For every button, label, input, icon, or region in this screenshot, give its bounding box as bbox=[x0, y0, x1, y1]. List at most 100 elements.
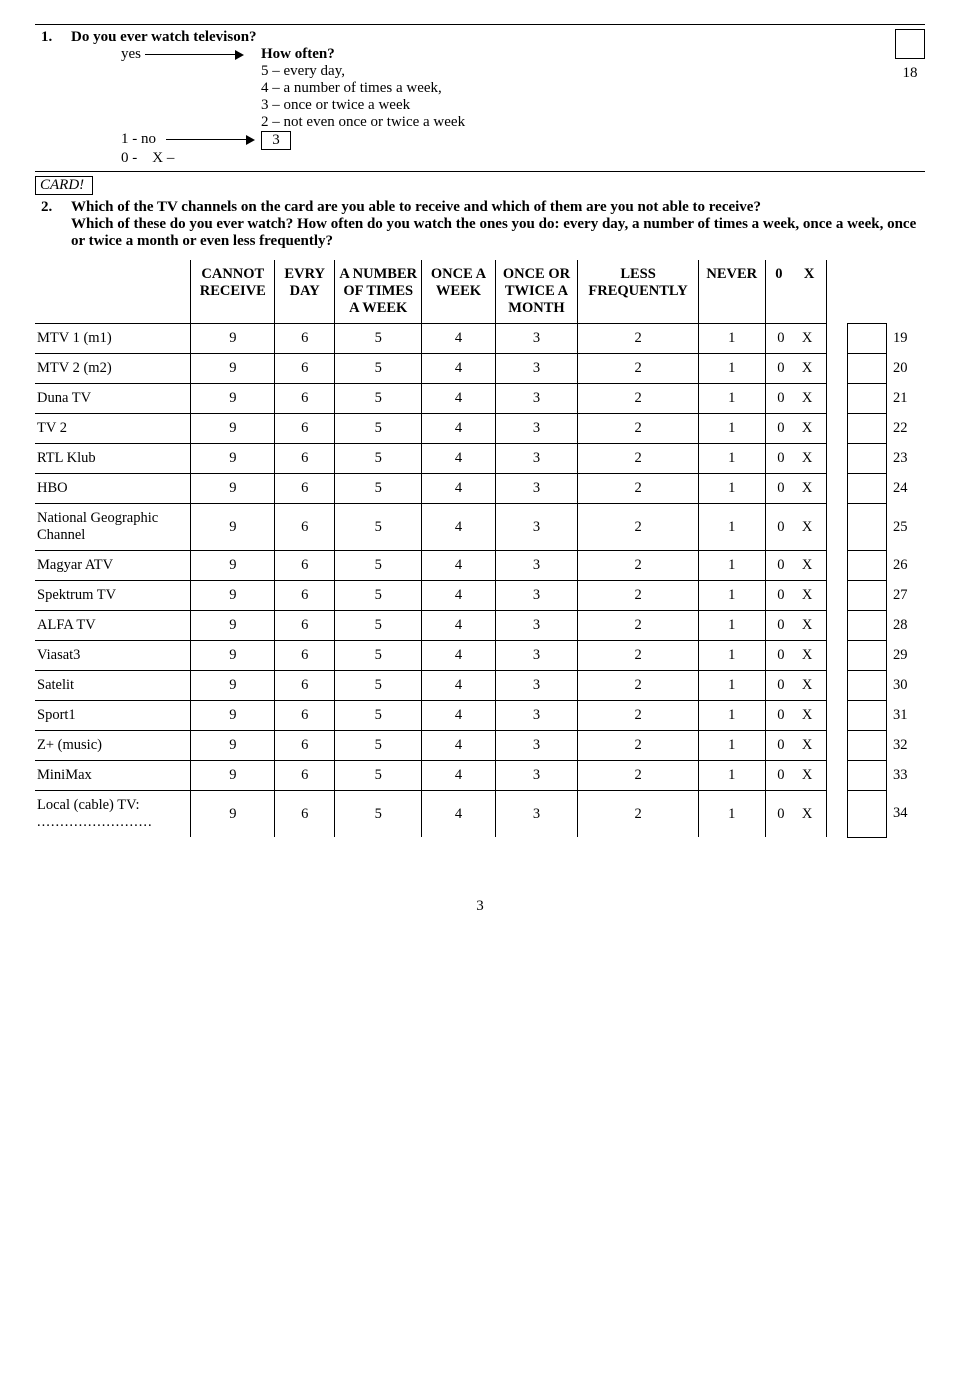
table-cell: 5 bbox=[335, 354, 422, 384]
table-cell: 2 bbox=[578, 384, 699, 414]
table-cell: 3 bbox=[495, 791, 577, 838]
table-cell: 6 bbox=[275, 671, 335, 701]
table-cell: 4 bbox=[422, 791, 496, 838]
table-cell-0: 0 bbox=[765, 671, 792, 701]
table-cell: 5 bbox=[335, 671, 422, 701]
row-number: 26 bbox=[886, 551, 925, 581]
table-row: Magyar ATV96543210X 26 bbox=[35, 551, 925, 581]
th-never: NEVER bbox=[698, 260, 765, 324]
channel-label: MiniMax bbox=[35, 761, 191, 791]
table-cell: 1 bbox=[698, 354, 765, 384]
row-number: 21 bbox=[886, 384, 925, 414]
table-cell: 3 bbox=[495, 701, 577, 731]
table-row: Duna TV96543210X 21 bbox=[35, 384, 925, 414]
table-cell: 3 bbox=[495, 641, 577, 671]
table-cell: 1 bbox=[698, 581, 765, 611]
row-number: 33 bbox=[886, 761, 925, 791]
table-cell: 9 bbox=[191, 444, 275, 474]
table-cell-0: 0 bbox=[765, 611, 792, 641]
table-cell-0: 0 bbox=[765, 414, 792, 444]
table-cell: 4 bbox=[422, 731, 496, 761]
table-cell: 6 bbox=[275, 444, 335, 474]
code-box bbox=[847, 354, 886, 384]
table-cell: 5 bbox=[335, 384, 422, 414]
q1-title: Do you ever watch televison? bbox=[71, 29, 257, 46]
table-cell: 9 bbox=[191, 641, 275, 671]
table-cell-0: 0 bbox=[765, 641, 792, 671]
table-cell: 3 bbox=[495, 581, 577, 611]
th-cannot: CANNOT RECEIVE bbox=[191, 260, 275, 324]
table-cell-x: X bbox=[792, 474, 826, 504]
table-cell: 6 bbox=[275, 761, 335, 791]
gap-cell bbox=[826, 504, 847, 551]
q1-opt2: 2 – not even once or twice a week bbox=[261, 114, 925, 131]
q1-opt4: 4 – a number of times a week, bbox=[261, 80, 925, 97]
table-cell: 5 bbox=[335, 761, 422, 791]
table-row: Satelit96543210X 30 bbox=[35, 671, 925, 701]
gap-cell bbox=[826, 791, 847, 838]
arrow-icon bbox=[145, 46, 244, 63]
table-cell: 3 bbox=[495, 731, 577, 761]
table-cell-x: X bbox=[792, 414, 826, 444]
table-cell: 4 bbox=[422, 414, 496, 444]
code-box bbox=[847, 474, 886, 504]
q1-yes: yes bbox=[71, 46, 261, 63]
table-cell: 1 bbox=[698, 611, 765, 641]
row-number: 19 bbox=[886, 324, 925, 354]
table-cell-0: 0 bbox=[765, 731, 792, 761]
gap-cell bbox=[826, 354, 847, 384]
code-box bbox=[847, 641, 886, 671]
channel-label: TV 2 bbox=[35, 414, 191, 444]
table-cell: 4 bbox=[422, 474, 496, 504]
table-cell: 4 bbox=[422, 444, 496, 474]
table-cell-0: 0 bbox=[765, 791, 792, 838]
table-cell-x: X bbox=[792, 354, 826, 384]
tv-channels-table: CANNOT RECEIVE EVRY DAY A NUMBER OF TIME… bbox=[35, 260, 925, 838]
table-cell-x: X bbox=[792, 761, 826, 791]
table-row: National Geographic Channel96543210X 25 bbox=[35, 504, 925, 551]
table-cell: 3 bbox=[495, 761, 577, 791]
code-box bbox=[847, 731, 886, 761]
channel-label: Satelit bbox=[35, 671, 191, 701]
table-row: Spektrum TV96543210X 27 bbox=[35, 581, 925, 611]
question-1: 1. Do you ever watch televison? yes How … bbox=[35, 29, 925, 167]
gap-cell bbox=[826, 671, 847, 701]
table-cell: 4 bbox=[422, 384, 496, 414]
code-box-icon bbox=[895, 29, 925, 59]
table-cell: 3 bbox=[495, 551, 577, 581]
table-cell: 3 bbox=[495, 324, 577, 354]
code-box bbox=[847, 611, 886, 641]
table-cell-x: X bbox=[792, 324, 826, 354]
table-cell: 2 bbox=[578, 474, 699, 504]
q2-line1: Which of the TV channels on the card are… bbox=[71, 199, 925, 216]
table-cell-x: X bbox=[792, 551, 826, 581]
table-cell-0: 0 bbox=[765, 504, 792, 551]
q1-no-target-box: 3 bbox=[261, 131, 291, 150]
table-cell: 4 bbox=[422, 761, 496, 791]
code-box-18: 18 bbox=[895, 29, 925, 82]
table-cell: 4 bbox=[422, 324, 496, 354]
table-row: Z+ (music)96543210X 32 bbox=[35, 731, 925, 761]
q1-opt3: 3 – once or twice a week bbox=[261, 97, 925, 114]
code-box bbox=[847, 324, 886, 354]
table-cell: 2 bbox=[578, 731, 699, 761]
table-cell: 5 bbox=[335, 581, 422, 611]
th-blank bbox=[35, 260, 191, 324]
table-cell: 3 bbox=[495, 474, 577, 504]
card-label: CARD! bbox=[35, 176, 93, 195]
th-rownum bbox=[886, 260, 925, 324]
table-row: Viasat396543210X 29 bbox=[35, 641, 925, 671]
channel-label: Sport1 bbox=[35, 701, 191, 731]
th-0: 0 bbox=[765, 260, 792, 324]
table-cell: 5 bbox=[335, 611, 422, 641]
code-box bbox=[847, 761, 886, 791]
table-cell: 3 bbox=[495, 504, 577, 551]
table-cell: 6 bbox=[275, 581, 335, 611]
row-number: 23 bbox=[886, 444, 925, 474]
table-cell: 6 bbox=[275, 354, 335, 384]
code-box bbox=[847, 444, 886, 474]
gap-cell bbox=[826, 581, 847, 611]
table-cell-0: 0 bbox=[765, 761, 792, 791]
channel-label: MTV 1 (m1) bbox=[35, 324, 191, 354]
q2-line2: Which of these do you ever watch? How of… bbox=[71, 216, 925, 250]
